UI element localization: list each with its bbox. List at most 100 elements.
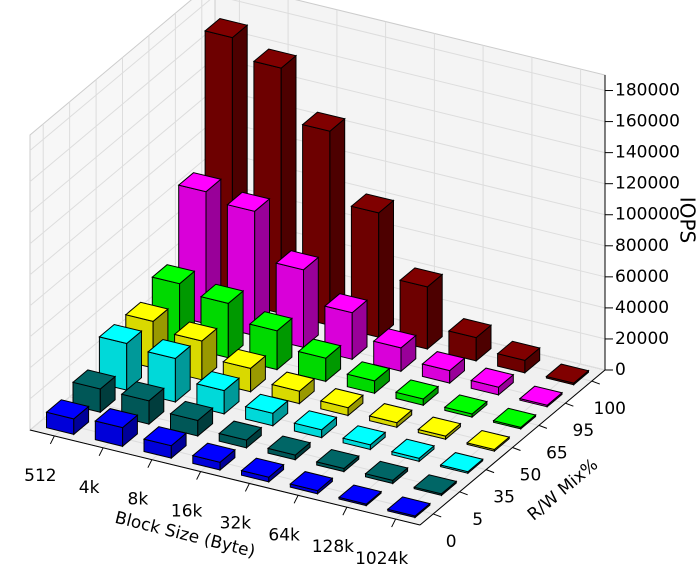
z-tick-label: 100000: [615, 205, 680, 225]
bar-top: [518, 385, 564, 406]
bar: [545, 363, 590, 386]
bar-top: [297, 338, 342, 359]
bar-top: [240, 457, 285, 478]
bar-top: [399, 267, 444, 288]
bar: [394, 379, 440, 407]
bar-top: [545, 363, 590, 384]
x-tick-label: 1024k: [355, 549, 408, 569]
bar: [266, 435, 312, 461]
bar-top: [323, 293, 369, 314]
bar-top: [195, 370, 241, 392]
bar-top: [390, 438, 436, 459]
bar: [71, 369, 117, 414]
y-axis: [419, 369, 606, 526]
bar: [447, 318, 493, 362]
bar-top: [413, 474, 458, 495]
z-tick-label: 180000: [615, 81, 680, 101]
bar-top: [439, 452, 484, 473]
x-tick: [244, 483, 250, 492]
y-tick-label: 35: [493, 488, 515, 508]
y-tick-label: 65: [546, 443, 568, 463]
bar-top: [319, 388, 364, 409]
z-tick-label: 60000: [615, 267, 669, 287]
bar-top: [204, 17, 249, 39]
bar-top: [222, 348, 267, 369]
x-tick-label: 32k: [220, 513, 252, 533]
bar-top: [252, 48, 298, 69]
bar-top: [394, 379, 440, 400]
bar: [417, 416, 462, 441]
x-tick: [196, 471, 202, 480]
bar-top: [364, 460, 409, 481]
x-tick-label: 64k: [268, 525, 300, 545]
bar: [470, 367, 515, 396]
bar-top: [98, 323, 143, 345]
bar: [315, 448, 360, 473]
bar-side: [303, 256, 319, 349]
bar-top: [443, 394, 488, 415]
y-tick: [485, 469, 495, 474]
bar-top: [94, 408, 139, 429]
bar: [421, 351, 466, 385]
z-tick-label: 20000: [615, 329, 669, 349]
bar-top: [173, 321, 218, 342]
bar-top: [470, 367, 515, 388]
z-tick-label: 80000: [615, 236, 669, 256]
bars: [45, 17, 590, 519]
bar-top: [301, 111, 346, 132]
bar: [323, 293, 369, 361]
bar: [399, 267, 444, 351]
bar-top: [266, 435, 312, 456]
bar: [390, 438, 436, 463]
y-tick: [459, 491, 468, 496]
bar-top: [124, 301, 169, 322]
bar: [466, 429, 511, 453]
bar: [98, 323, 143, 392]
x-tick-label: 8k: [128, 490, 149, 510]
y-tick: [512, 447, 521, 451]
bar-top: [45, 399, 90, 420]
bar-top: [342, 425, 387, 446]
bar-top: [248, 311, 293, 332]
bar-top: [417, 416, 462, 437]
y-tick-label: 50: [520, 466, 542, 486]
bar: [195, 370, 241, 415]
bar-top: [218, 420, 263, 441]
bar-top: [151, 264, 196, 285]
bar-side: [378, 199, 394, 339]
bar-top: [169, 400, 214, 422]
x-tick-label: 4k: [79, 478, 100, 498]
grid-line: [29, 0, 606, 151]
y-tick-label: 0: [446, 532, 457, 552]
bar: [439, 452, 484, 475]
bar-top: [346, 361, 391, 382]
bar-top: [244, 393, 289, 414]
bar-top: [315, 448, 360, 470]
bar: [191, 442, 236, 472]
bar-top: [289, 471, 334, 492]
bar: [142, 426, 188, 460]
bar: [337, 484, 383, 507]
bar: [319, 388, 364, 417]
bar-top: [271, 371, 316, 392]
bar-top: [386, 496, 431, 517]
bar-top: [147, 338, 192, 360]
x-tick: [147, 459, 153, 468]
y-tick-label: 100: [594, 399, 626, 419]
z-tick-label: 120000: [615, 174, 680, 194]
x-tick: [342, 506, 348, 516]
bar-top: [466, 429, 511, 451]
bar: [218, 420, 263, 449]
x-tick-label: 128k: [312, 537, 354, 557]
x-axis: [29, 429, 421, 526]
bar: [275, 250, 320, 349]
bar: [346, 361, 391, 395]
y-tick: [591, 380, 600, 385]
bar-top: [496, 340, 541, 361]
bar-top: [177, 172, 222, 193]
x-tick-label: 16k: [171, 502, 203, 522]
bar-top: [191, 442, 236, 463]
bar-top: [226, 191, 271, 212]
bar: [226, 191, 271, 337]
